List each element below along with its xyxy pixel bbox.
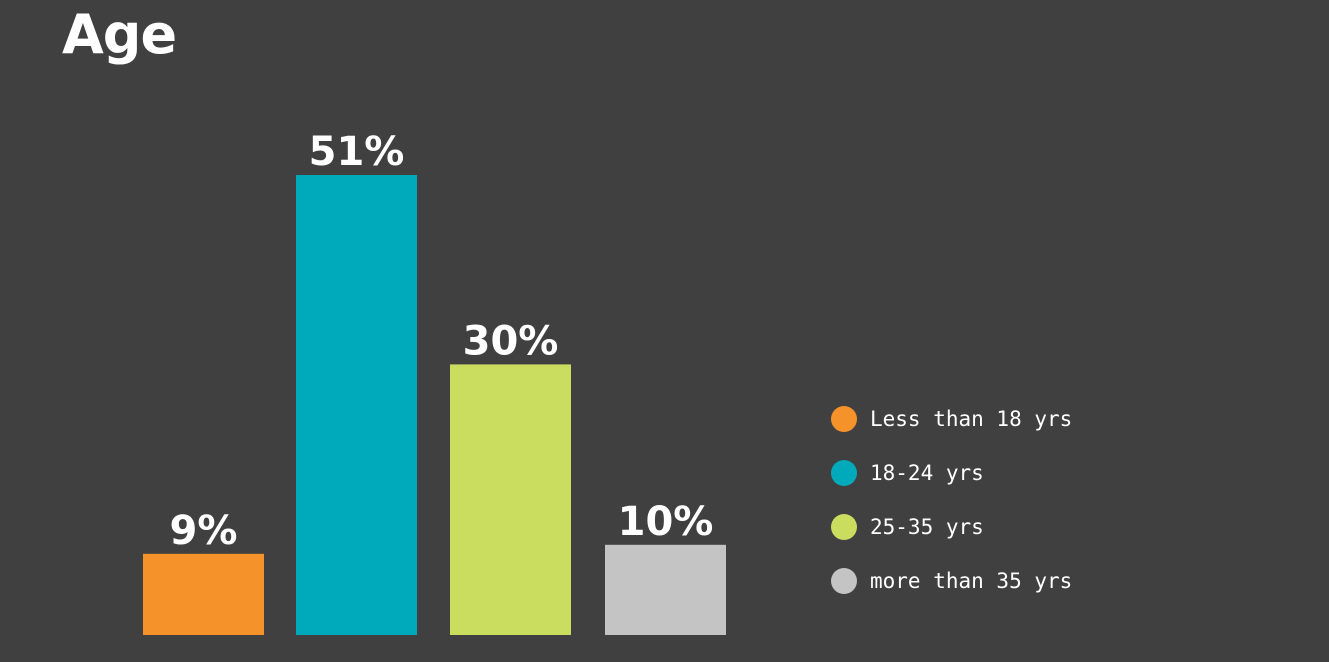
bar-value-label-1: 51% [309,129,405,175]
legend-swatch-3 [831,568,857,594]
chart-title: Age [62,3,177,66]
legend-label-1: 18-24 yrs [870,461,984,485]
legend-item-3: more than 35 yrs [831,568,1072,594]
value-labels-layer: 9% 51% 30% 10% [170,129,714,554]
bar-value-label-2: 30% [463,318,559,364]
legend-item-0: Less than 18 yrs [831,406,1072,432]
bars-layer [143,175,726,635]
bar-value-label-3: 10% [618,499,714,545]
legend-item-2: 25-35 yrs [831,514,984,540]
bar-value-label-0: 9% [170,508,238,554]
legend-item-1: 18-24 yrs [831,460,984,486]
bar-3 [605,544,726,635]
bar-1 [296,175,417,635]
legend-swatch-1 [831,460,857,486]
legend: Less than 18 yrs 18-24 yrs 25-35 yrs more t… [831,406,1072,594]
legend-label-0: Less than 18 yrs [870,407,1072,431]
legend-swatch-0 [831,406,857,432]
bar-2 [450,364,571,635]
legend-swatch-2 [831,514,857,540]
bar-0 [143,553,264,635]
legend-label-3: more than 35 yrs [870,569,1072,593]
legend-label-2: 25-35 yrs [870,515,984,539]
